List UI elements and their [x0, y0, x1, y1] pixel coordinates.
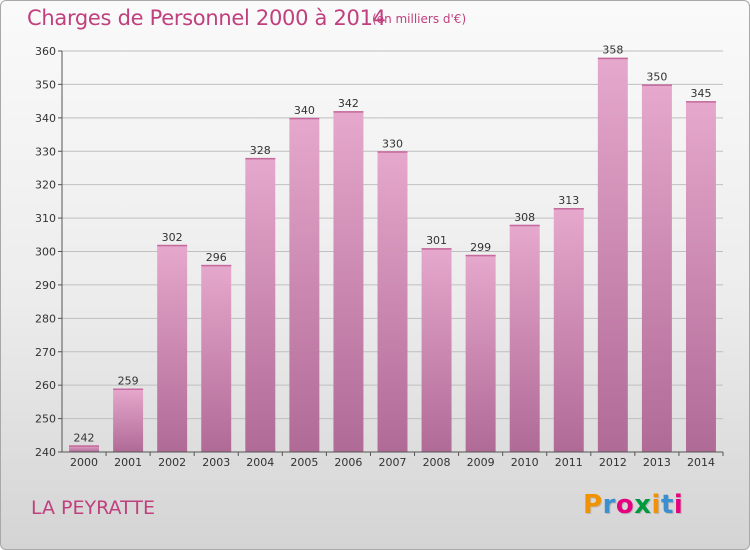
data-label: 340 — [294, 104, 315, 117]
data-label: 302 — [162, 231, 183, 244]
data-label: 358 — [602, 44, 623, 57]
bar — [465, 254, 496, 452]
x-tick-label: 2003 — [202, 456, 230, 469]
x-tick-label: 2012 — [599, 456, 627, 469]
data-label: 342 — [338, 97, 359, 110]
bar-top-edge — [69, 445, 100, 447]
bar-top-edge — [245, 157, 276, 160]
bar — [201, 264, 232, 452]
x-tick-label: 2008 — [423, 456, 451, 469]
y-tick-label: 350 — [35, 78, 56, 91]
y-tick-label: 270 — [35, 346, 56, 359]
logo-letter: i — [651, 490, 661, 520]
bar — [509, 224, 540, 452]
y-tick-label: 240 — [35, 446, 56, 459]
logo-letter: P — [583, 490, 603, 520]
y-tick-label: 260 — [35, 379, 56, 392]
data-label: 299 — [470, 241, 491, 254]
bar — [377, 151, 408, 452]
x-tick-label: 2002 — [158, 456, 186, 469]
bar — [289, 117, 320, 452]
data-label: 242 — [74, 431, 95, 444]
bar — [157, 244, 188, 452]
bar-top-edge — [685, 101, 716, 103]
y-tick-label: 300 — [35, 246, 56, 259]
data-label: 328 — [250, 144, 271, 157]
x-tick-label: 2006 — [334, 456, 362, 469]
proxiti-logo: Proxiti — [583, 490, 683, 520]
bar — [553, 208, 584, 452]
bars: 242 259 302 296 328 340 342 330 301 299 308 313 358 3… — [69, 44, 716, 453]
y-tick-label: 340 — [35, 112, 56, 125]
y-tick-label: 330 — [35, 145, 56, 158]
x-tick-label: 2014 — [687, 456, 715, 469]
bar-top-edge — [377, 151, 408, 153]
bar-top-edge — [333, 111, 364, 113]
chart-title: Charges de Personnel 2000 à 2014 — [27, 6, 386, 30]
bar-top-edge — [289, 117, 320, 120]
bar-top-edge — [597, 57, 628, 60]
logo-letter: t — [660, 490, 674, 520]
logo-letter: x — [634, 490, 652, 520]
bar — [685, 101, 716, 452]
chart-subtitle: (en milliers d'€) — [372, 12, 467, 26]
data-label: 350 — [646, 70, 667, 83]
x-tick-label: 2010 — [511, 456, 539, 469]
data-label: 308 — [514, 211, 535, 224]
x-tick-label: 2005 — [290, 456, 318, 469]
y-tick-label: 310 — [35, 212, 56, 225]
y-tick-label: 290 — [35, 279, 56, 292]
data-label: 296 — [206, 251, 227, 264]
x-tick-label: 2001 — [114, 456, 142, 469]
bar — [421, 248, 452, 452]
data-label: 313 — [558, 194, 579, 207]
bar-top-edge — [201, 264, 232, 267]
bar-top-edge — [465, 254, 496, 257]
commune-name: LA PEYRATTE — [31, 497, 155, 519]
x-tick-label: 2009 — [467, 456, 495, 469]
bar — [641, 84, 672, 453]
bar-top-edge — [421, 248, 452, 250]
data-label: 345 — [690, 87, 711, 100]
axes: 240 250 260 270 280 290 300 310 320 330 340 350 360 2… — [35, 45, 724, 469]
bar-top-edge — [113, 388, 144, 391]
y-tick-label: 250 — [35, 413, 56, 426]
bar — [113, 388, 144, 452]
y-tick-label: 320 — [35, 179, 56, 192]
x-tick-label: 2000 — [70, 456, 98, 469]
data-label: 259 — [118, 375, 139, 388]
y-tick-label: 280 — [35, 312, 56, 325]
logo-letter: o — [615, 490, 635, 520]
bar-top-edge — [157, 244, 188, 247]
y-tick-label: 360 — [35, 45, 56, 58]
logo-letter: r — [602, 490, 616, 520]
bar-top-edge — [553, 208, 584, 210]
x-tick-label: 2013 — [643, 456, 671, 469]
bar-top-edge — [641, 84, 672, 86]
bar — [333, 111, 364, 453]
x-tick-label: 2007 — [379, 456, 407, 469]
logo-letter: i — [673, 490, 684, 520]
bar-top-edge — [509, 224, 540, 227]
bar — [245, 157, 276, 452]
data-label: 301 — [426, 234, 447, 247]
bar — [69, 445, 100, 452]
x-tick-label: 2011 — [555, 456, 583, 469]
bar — [597, 57, 628, 452]
data-label: 330 — [382, 137, 403, 150]
x-tick-label: 2004 — [246, 456, 274, 469]
